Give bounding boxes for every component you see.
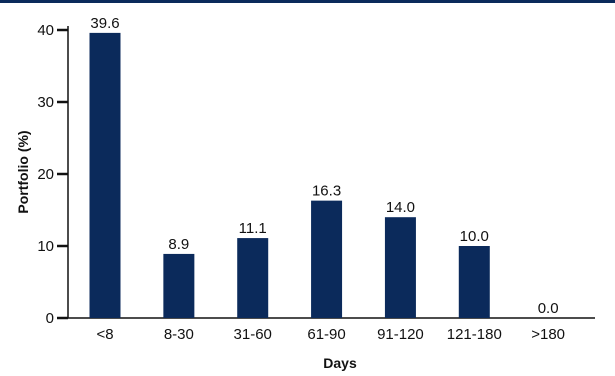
bar-value-label: 10.0	[460, 228, 489, 245]
bar	[237, 238, 269, 318]
axes: 0 10 20 30 40	[37, 22, 595, 327]
y-tick-label: 0	[46, 310, 54, 327]
bar-value-label: 39.6	[90, 15, 119, 32]
y-tick-label: 30	[37, 94, 54, 111]
bar	[89, 32, 121, 318]
top-rule	[0, 0, 615, 3]
bar	[384, 217, 416, 318]
bar	[163, 253, 195, 318]
bar-value-label: 16.3	[312, 183, 341, 200]
y-tick-label: 40	[37, 22, 54, 39]
x-tick-label: 61-90	[307, 326, 345, 343]
x-tick-label: 31-60	[234, 326, 272, 343]
bar-value-label: 11.1	[239, 220, 267, 237]
bar	[311, 200, 343, 318]
bar	[458, 246, 490, 318]
bar-value-label: 0.0	[538, 300, 559, 317]
bar-value-label: 14.0	[386, 199, 415, 216]
x-tick-label: 121-180	[447, 326, 502, 343]
y-axis-title: Portfolio (%)	[15, 130, 31, 213]
x-tick-label: 8-30	[164, 326, 194, 343]
x-axis-title: Days	[323, 355, 357, 371]
x-tick-label: 91-120	[377, 326, 424, 343]
y-tick-label: 20	[37, 166, 54, 183]
x-tick-label: <8	[96, 326, 113, 343]
bar-value-label: 8.9	[168, 236, 189, 253]
y-tick-label: 10	[37, 238, 54, 255]
labels: 39.6 <8 8.9 8-30 11.1 31-60 16.3 61-90 14.0 91-12…	[90, 15, 565, 343]
x-tick-label: >180	[531, 326, 565, 343]
bars	[89, 32, 490, 318]
